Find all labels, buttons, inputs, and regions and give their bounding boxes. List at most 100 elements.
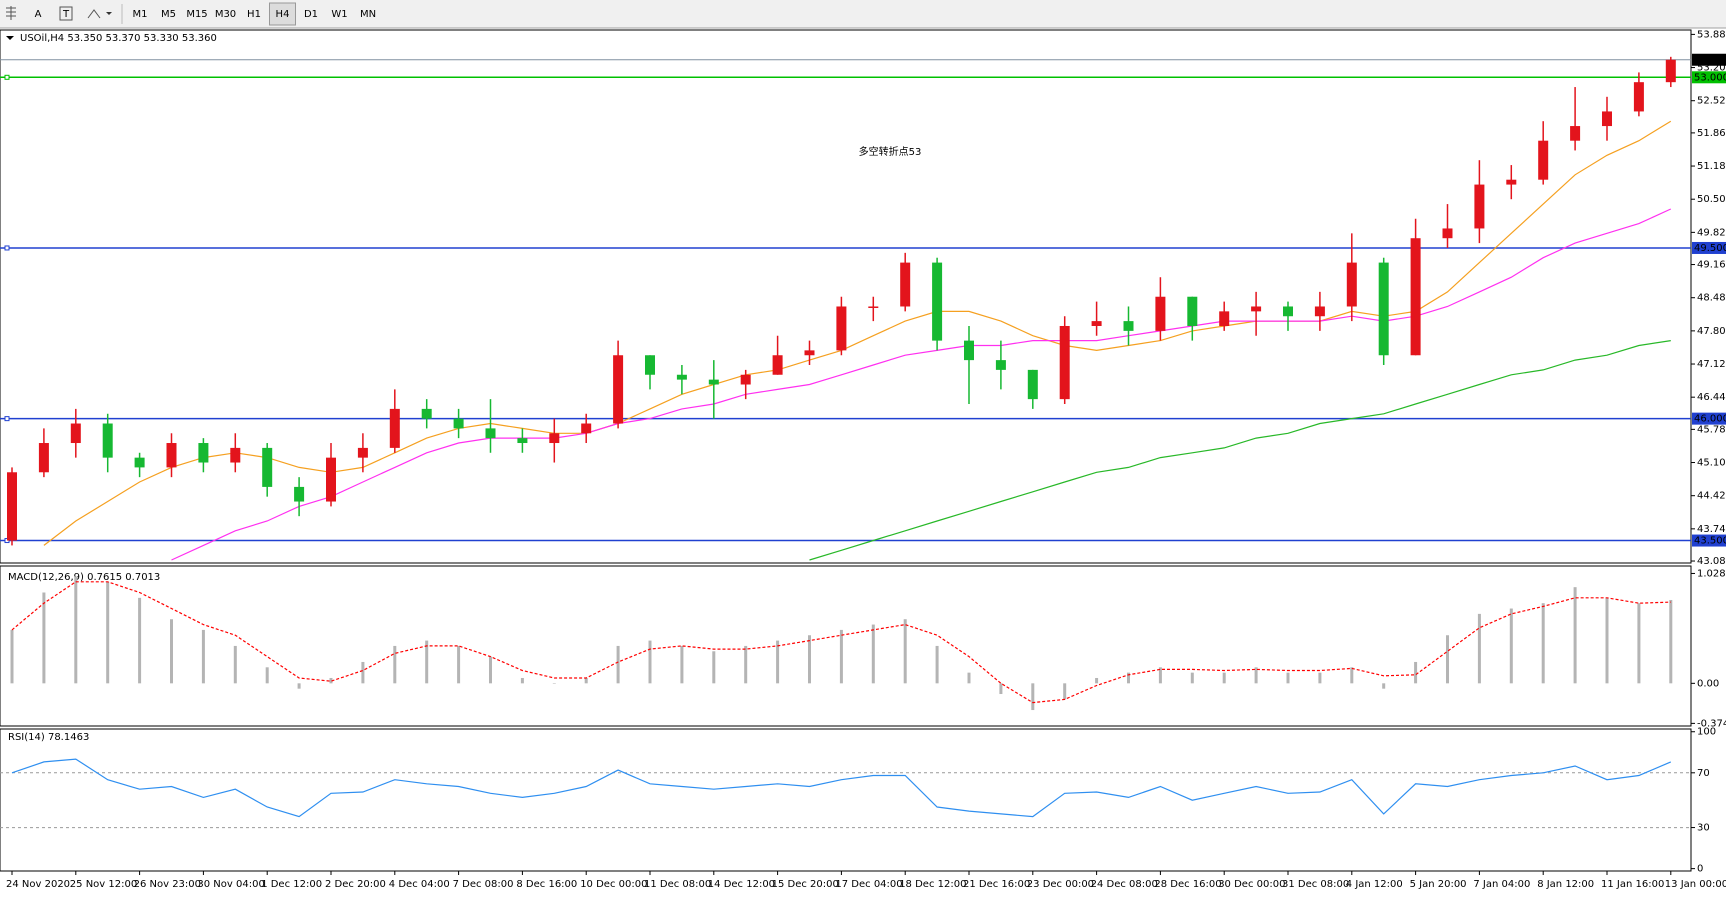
macd-bar [776,640,780,684]
macd-bar [425,640,429,684]
x-tick-label: 24 Dec 08:00 [1091,879,1158,890]
y-tick-label: 0.00 [1697,678,1719,689]
timeframe-button[interactable]: D1 [304,9,318,20]
level-handle [4,245,10,251]
macd-bar [1605,597,1609,684]
macd-bar [74,576,78,684]
macd-bar [201,629,205,684]
macd-bar [233,645,237,684]
x-tick-label: 11 Dec 08:00 [644,879,711,890]
macd-bar [967,672,971,684]
panel-title: RSI(14) 78.1463 [8,732,89,743]
level-label: 46.000 [1694,414,1726,425]
level-label: 49.500 [1694,243,1726,254]
macd-bar [329,677,333,684]
macd-bar [648,640,652,684]
x-tick-label: 24 Nov 2020 [6,879,70,890]
timeframe-button[interactable]: H4 [276,9,290,20]
y-tick-label: 50.500 [1697,194,1726,205]
macd-bar [712,651,716,684]
y-tick-label: 47.800 [1697,326,1726,337]
x-tick-label: 30 Dec 00:00 [1218,879,1285,890]
candle-body [836,306,847,351]
macd-bar [1541,603,1545,684]
candle-body [166,443,177,468]
symbol-menu-icon [6,36,14,40]
rsi-panel [0,728,1692,872]
candle-body [357,447,368,458]
timeframe-button[interactable]: M15 [186,9,207,20]
macd-bar [1350,667,1354,684]
macd-bar [1222,672,1226,684]
y-tick-label: 49.160 [1697,260,1726,271]
macd-bar [393,645,397,684]
candle-body [1410,238,1421,356]
x-tick-label: 21 Dec 16:00 [963,879,1030,890]
y-tick-label: 70 [1697,768,1710,779]
macd-bar [999,683,1003,695]
moving-average [43,120,1672,546]
candle-body [1538,140,1549,180]
tool-button[interactable]: A [35,9,42,20]
macd-bar [1669,599,1673,684]
y-tick-label: 44.420 [1697,491,1726,502]
macd-bar [1446,635,1449,684]
x-tick-label: 23 Dec 00:00 [1027,879,1094,890]
annotation: 多空转折点53 [859,145,922,158]
y-tick-label: 47.120 [1697,359,1726,370]
shapes-icon [87,9,101,19]
candle-body [1602,111,1612,127]
y-tick-label: 45.780 [1697,424,1726,435]
macd-panel [0,565,1692,727]
candle-body [1665,59,1676,83]
candle-body [1378,262,1389,356]
macd-bar [170,619,173,684]
candle-body [1283,306,1293,317]
y-tick-label: -0.3748 [1697,718,1726,729]
active-timeframe [269,2,296,26]
timeframe-button[interactable]: M5 [161,9,176,20]
candle-body [549,433,560,444]
x-tick-label: 2 Dec 20:00 [325,879,386,890]
level-handle [4,416,10,422]
candle-body [230,447,241,463]
candle-body [772,355,783,375]
macd-bar [1509,608,1513,684]
x-tick-label: 30 Nov 04:00 [197,879,264,890]
macd-bar [584,677,588,684]
rsi-line [11,758,1672,818]
macd-bar [744,645,748,684]
candle-body [995,360,1006,370]
timeframe-button[interactable]: M30 [215,9,236,20]
candle-body [1474,184,1485,229]
x-tick-label: 17 Dec 04:00 [835,879,902,890]
macd-bar [1573,587,1577,684]
timeframe-button[interactable]: M1 [133,9,148,20]
moving-average [809,340,1671,561]
macd-bar [935,645,939,684]
y-tick-label: 49.820 [1697,227,1726,238]
candle-body [294,486,305,502]
candle-body [1251,306,1262,312]
x-tick-label: 13 Jan 00:00 [1665,879,1726,890]
macd-bar [1382,683,1386,689]
candle-body [804,350,815,356]
x-tick-label: 7 Jan 04:00 [1473,879,1530,890]
macd-bar [361,661,365,684]
candle-body [1442,228,1453,239]
candle-body [7,472,17,541]
timeframe-button[interactable]: MN [360,9,376,20]
y-tick-label: 51.860 [1697,128,1726,139]
panel-title: MACD(12,26,9) 0.7615 0.7013 [8,572,160,583]
y-tick-label: 53.880 [1697,29,1726,40]
y-tick-label: 51.180 [1697,161,1726,172]
macd-bar [552,683,556,684]
macd-bar [489,656,492,684]
macd-bar [871,624,875,684]
timeframe-button[interactable]: H1 [247,9,261,20]
last-price-box [1692,53,1726,66]
candle-body [262,447,273,487]
timeframe-button[interactable]: W1 [331,9,347,20]
tool-button[interactable]: T [62,9,70,20]
